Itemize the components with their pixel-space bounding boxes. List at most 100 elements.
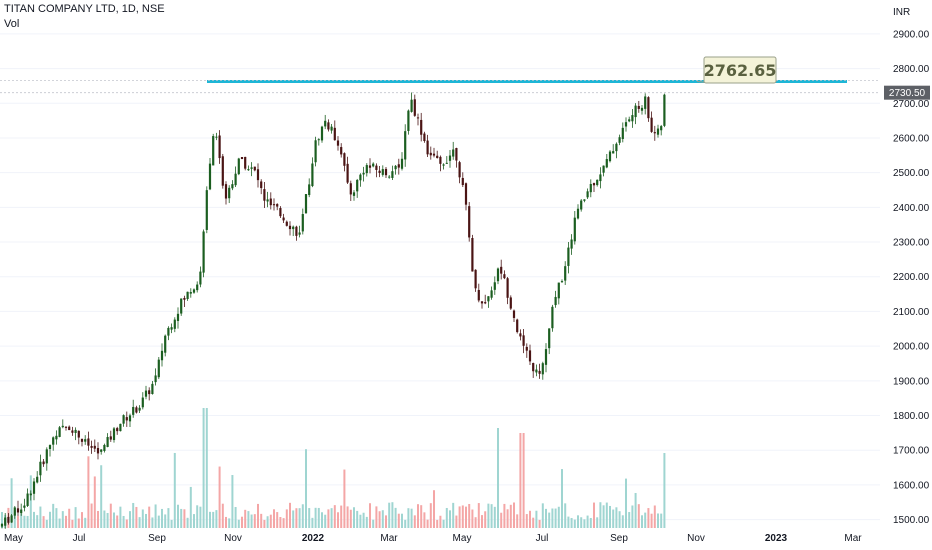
candle-body <box>567 247 570 266</box>
candle-body <box>231 184 234 189</box>
volume-bar <box>138 517 141 528</box>
candle-body <box>74 429 77 433</box>
candle-body <box>285 221 288 226</box>
volume-bar <box>493 506 496 528</box>
resistance-callout-box[interactable] <box>703 56 777 84</box>
candle-body <box>157 359 160 378</box>
volume-bar <box>612 509 615 528</box>
candle-body <box>221 156 224 186</box>
candle-body <box>276 204 279 207</box>
candle-body <box>202 231 205 273</box>
candle-body <box>509 297 512 309</box>
volume-bar <box>42 516 45 528</box>
volume-bar <box>660 513 663 528</box>
candle-body <box>647 97 650 119</box>
volume-bar <box>513 502 515 528</box>
volume-bar <box>317 507 320 528</box>
volume-bar <box>621 515 624 528</box>
volume-bar <box>445 507 448 528</box>
candle-body <box>199 271 202 285</box>
volume-bar <box>420 505 423 528</box>
symbol-title[interactable]: TITAN COMPANY LTD, 1D, NSE <box>4 3 165 15</box>
candle-body <box>148 390 151 395</box>
candle-body <box>500 266 503 274</box>
volume-bar <box>10 478 13 528</box>
volume-bar <box>202 408 205 528</box>
volume-bar <box>237 519 240 528</box>
volume-bar <box>541 503 544 528</box>
volume-bar <box>289 502 291 528</box>
candle-body <box>410 99 413 112</box>
x-tick-label: Sep <box>148 533 166 544</box>
volume-bar <box>13 510 16 528</box>
volume-bar <box>148 506 151 528</box>
candle-body <box>87 438 90 446</box>
candle-body <box>320 126 324 141</box>
candle-body <box>615 143 618 152</box>
candle-body <box>298 232 301 235</box>
candle-body <box>36 476 39 483</box>
candle-body <box>464 183 468 205</box>
volume-bar <box>490 504 493 528</box>
volume-bar <box>29 475 32 528</box>
volume-bar <box>503 503 506 528</box>
candle-body <box>624 122 628 127</box>
volume-bar <box>615 507 618 528</box>
volume-bar <box>458 506 461 528</box>
y-tick-label: 2800.00 <box>893 64 930 75</box>
volume-bar <box>285 509 288 528</box>
candle-body <box>160 350 164 361</box>
candle-body <box>272 204 276 206</box>
x-tick-label: 2022 <box>302 533 325 544</box>
x-tick-label: Mar <box>844 533 862 544</box>
volume-bar <box>81 512 83 528</box>
candle-body <box>352 192 356 196</box>
candle-body <box>167 327 170 336</box>
candle-body <box>119 423 122 432</box>
candle-body <box>640 107 644 111</box>
candle-body <box>493 282 496 290</box>
candle-body <box>557 282 560 299</box>
candle-body <box>471 238 474 272</box>
candle-body <box>663 94 666 126</box>
volume-bar <box>356 510 359 528</box>
candle-body <box>378 170 381 173</box>
volume-bar <box>49 511 51 528</box>
volume-bar <box>564 503 567 528</box>
candle-body <box>314 140 317 163</box>
candle-body <box>196 284 199 291</box>
volume-bar <box>263 519 266 528</box>
y-tick-label: 2400.00 <box>893 203 930 214</box>
volume-bar <box>180 508 183 528</box>
time-axis[interactable]: May Jul Sep Nov 2022 Mar May Jul Sep Nov 2023 Mar <box>4 533 862 544</box>
candle-body <box>580 200 583 210</box>
volume-bar <box>609 505 611 528</box>
volume-bar <box>314 507 317 528</box>
volume-bar <box>321 512 323 528</box>
candle-body <box>250 167 253 169</box>
candle-body <box>64 426 68 428</box>
price-axis[interactable]: 1500.00 1600.00 1700.00 1800.00 1900.00 2000.… <box>893 29 930 526</box>
volume-bar <box>199 506 202 528</box>
currency-label: INR <box>893 7 910 18</box>
volume-bar <box>599 502 602 528</box>
volume-bar <box>189 486 192 528</box>
volume-bar <box>225 516 227 528</box>
candle-body <box>52 437 55 445</box>
candle-body <box>218 135 221 159</box>
volume-bar <box>215 510 218 528</box>
candle-body <box>346 163 349 183</box>
volume-bar <box>292 510 295 528</box>
candle-body <box>128 415 132 422</box>
candle-body <box>400 158 404 169</box>
candle-body <box>448 155 452 161</box>
candle-body <box>260 181 263 189</box>
candle-body <box>106 437 109 447</box>
x-tick-label: May <box>4 533 23 544</box>
grid-lines <box>0 33 880 521</box>
candle-body <box>266 199 269 202</box>
volume-bar <box>279 517 282 528</box>
volume-bar <box>538 519 541 528</box>
volume-bar <box>589 517 592 528</box>
